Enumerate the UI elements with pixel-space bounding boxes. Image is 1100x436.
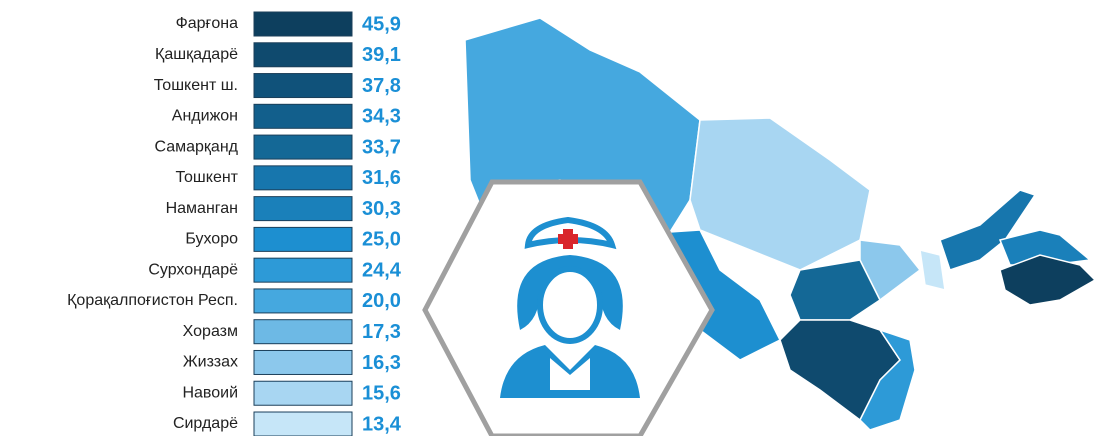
- collar: [550, 358, 590, 390]
- value-label: 33,7: [362, 136, 401, 158]
- category-label: Сирдарё: [173, 415, 238, 432]
- map-region: [689, 117, 871, 271]
- category-label: Самарқанд: [155, 138, 239, 155]
- category-label: Қашқадарё: [155, 46, 238, 63]
- nurse-icon: [422, 179, 715, 436]
- bar: [253, 257, 353, 283]
- value-label: 34,3: [362, 106, 401, 128]
- bar: [253, 134, 353, 160]
- category-label: Наманган: [166, 200, 238, 217]
- value-label: 24,4: [362, 259, 402, 281]
- face: [537, 266, 603, 344]
- category-label: Бухоро: [185, 231, 238, 248]
- category-label: Навоий: [182, 384, 238, 401]
- category-label: Тошкент: [176, 169, 239, 186]
- bar: [253, 380, 353, 406]
- category-label: Қорақалпоғистон Респ.: [67, 292, 238, 309]
- value-label: 15,6: [362, 383, 401, 405]
- map-region: [859, 239, 922, 302]
- bar: [253, 11, 353, 37]
- bar: [253, 103, 353, 129]
- map-region: [999, 254, 1097, 306]
- bar: [253, 196, 353, 222]
- map-region: [859, 328, 916, 431]
- map-region: [919, 249, 946, 291]
- value-label: 13,4: [362, 413, 402, 435]
- map-region: [998, 229, 1092, 266]
- bar: [253, 349, 353, 375]
- bar: [253, 411, 353, 436]
- category-label: Жиззах: [183, 354, 238, 371]
- value-label: 17,3: [362, 321, 401, 343]
- bar: [253, 319, 353, 345]
- value-label: 20,0: [362, 290, 401, 312]
- category-label: Фарғона: [176, 15, 239, 32]
- category-label: Сурхондарё: [148, 261, 238, 278]
- bar: [253, 165, 353, 191]
- map-region: [939, 189, 1037, 271]
- value-label: 31,6: [362, 167, 401, 189]
- bar: [253, 42, 353, 68]
- category-label: Хоразм: [183, 323, 238, 340]
- bar: [253, 73, 353, 99]
- value-label: 37,8: [362, 75, 401, 97]
- body: [500, 345, 640, 398]
- hair: [517, 255, 623, 330]
- value-label: 16,3: [362, 352, 401, 374]
- value-label: 30,3: [362, 198, 401, 220]
- value-label: 25,0: [362, 229, 401, 251]
- value-label: 45,9: [362, 13, 401, 35]
- category-label: Тошкент ш.: [154, 77, 238, 94]
- bar: [253, 226, 353, 252]
- cross: [558, 234, 578, 244]
- category-label: Андижон: [172, 108, 238, 125]
- bar: [253, 288, 353, 314]
- value-label: 39,1: [362, 44, 401, 66]
